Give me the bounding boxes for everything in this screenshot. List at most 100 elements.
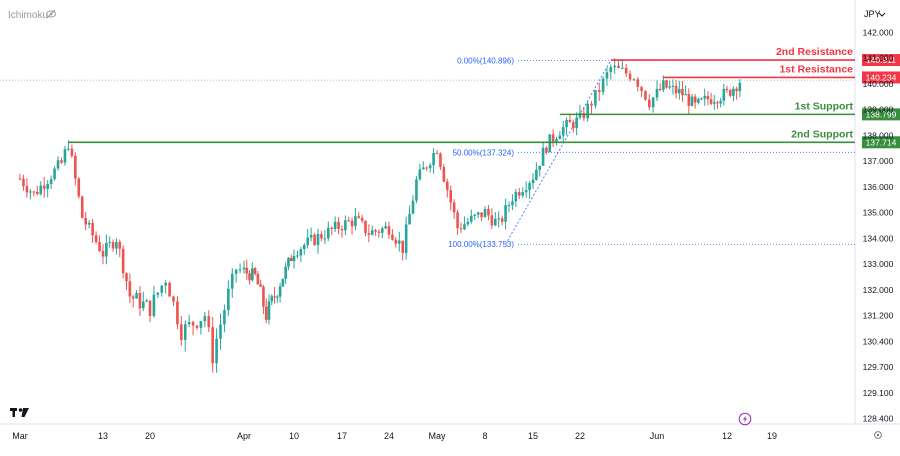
candle-body <box>628 73 632 80</box>
candle-body <box>674 85 678 94</box>
candle-body <box>387 226 391 235</box>
y-tick-label: 129.700 <box>863 362 894 372</box>
candle-body <box>640 86 643 91</box>
candle-body <box>191 321 195 326</box>
y-tick-label: 142.000 <box>863 28 894 38</box>
candle-body <box>541 147 545 166</box>
candle-body <box>480 212 483 218</box>
x-tick-label: 13 <box>98 431 108 441</box>
eye-off-icon[interactable] <box>46 9 56 19</box>
candle-body <box>397 240 401 244</box>
candle-body <box>490 215 494 226</box>
candle-body <box>141 301 145 309</box>
candle-body <box>415 179 418 201</box>
candle-body <box>597 89 601 92</box>
candle-body <box>284 266 287 279</box>
candle-body <box>601 78 605 92</box>
candle-body <box>561 127 565 136</box>
candle-body <box>253 268 257 274</box>
tradingview-logo[interactable] <box>10 408 29 417</box>
candle-body <box>476 212 480 215</box>
candle-body <box>411 200 415 214</box>
candle-body <box>289 257 293 262</box>
x-tick-label: 22 <box>575 431 585 441</box>
indicator-label[interactable]: Ichimoku <box>8 10 48 21</box>
candle-body <box>401 240 405 253</box>
level-price-tag <box>862 54 900 67</box>
x-tick-label: 15 <box>528 431 538 441</box>
gear-icon[interactable] <box>874 431 882 439</box>
candle-body <box>183 324 187 340</box>
candle-body <box>309 234 313 238</box>
candle-body <box>354 216 357 227</box>
candle-body <box>435 152 439 154</box>
candle-body <box>524 189 528 193</box>
candle-body <box>459 228 463 230</box>
y-tick-label: 133.000 <box>863 259 894 269</box>
candle-body <box>370 230 374 235</box>
candle-body <box>187 321 191 325</box>
y-tick-label: 129.100 <box>863 388 894 398</box>
candle-body <box>582 112 586 119</box>
x-tick-label: Jun <box>650 431 665 441</box>
candle-body <box>738 82 742 92</box>
candle-body <box>624 67 628 74</box>
candle-body <box>681 88 684 96</box>
candle-body <box>199 321 203 328</box>
level-name: 1st Resistance <box>779 63 853 75</box>
x-tick-label: Mar <box>12 431 28 441</box>
candle-body <box>326 227 330 239</box>
candle-body <box>535 169 538 180</box>
candle-body <box>267 301 271 320</box>
candle-body <box>35 191 39 195</box>
candle-body <box>101 251 105 257</box>
candle-body <box>565 119 568 128</box>
candle-body <box>242 267 246 270</box>
candle-body <box>586 103 589 119</box>
candle-body <box>270 296 274 302</box>
candle-body <box>651 97 655 108</box>
y-tick-label: 128.400 <box>863 414 894 424</box>
level-price-tag <box>862 136 900 149</box>
candle-body <box>256 273 260 285</box>
candle-body <box>394 239 398 244</box>
candle-body <box>632 79 636 81</box>
candle-body <box>528 183 531 190</box>
candle-body <box>531 179 535 184</box>
candle-body <box>655 88 659 98</box>
candle-body <box>128 281 132 297</box>
candle-body <box>22 178 25 187</box>
candle-body <box>658 88 662 90</box>
lightning-icon[interactable] <box>738 412 752 426</box>
candle-body <box>425 167 429 169</box>
candle-body <box>306 237 310 246</box>
candle-body <box>609 67 613 73</box>
candle-body <box>662 80 665 90</box>
candle-body <box>456 212 459 229</box>
candle-body <box>63 149 67 163</box>
candle-body <box>245 267 249 274</box>
candle-body <box>230 273 234 289</box>
candle-body <box>621 67 624 69</box>
candle-body <box>497 218 501 220</box>
candle-body <box>428 165 432 169</box>
candle-body <box>299 249 303 256</box>
candle-body <box>238 269 242 271</box>
currency-label[interactable]: JPY <box>864 9 881 19</box>
candle-body <box>421 167 425 170</box>
y-tick-label: 136.000 <box>863 182 894 192</box>
candle-body <box>287 257 290 267</box>
candle-body <box>292 256 296 262</box>
candle-body <box>115 241 118 249</box>
level-price-tag <box>862 108 900 121</box>
candle-body <box>511 201 514 205</box>
chevron-down-icon[interactable] <box>878 12 886 17</box>
candle-body <box>357 216 361 218</box>
fib-trend-line <box>505 60 612 245</box>
candle-body <box>548 134 552 153</box>
x-tick-label: 20 <box>145 431 155 441</box>
candle-body <box>87 222 91 225</box>
x-tick-label: Apr <box>237 431 251 441</box>
